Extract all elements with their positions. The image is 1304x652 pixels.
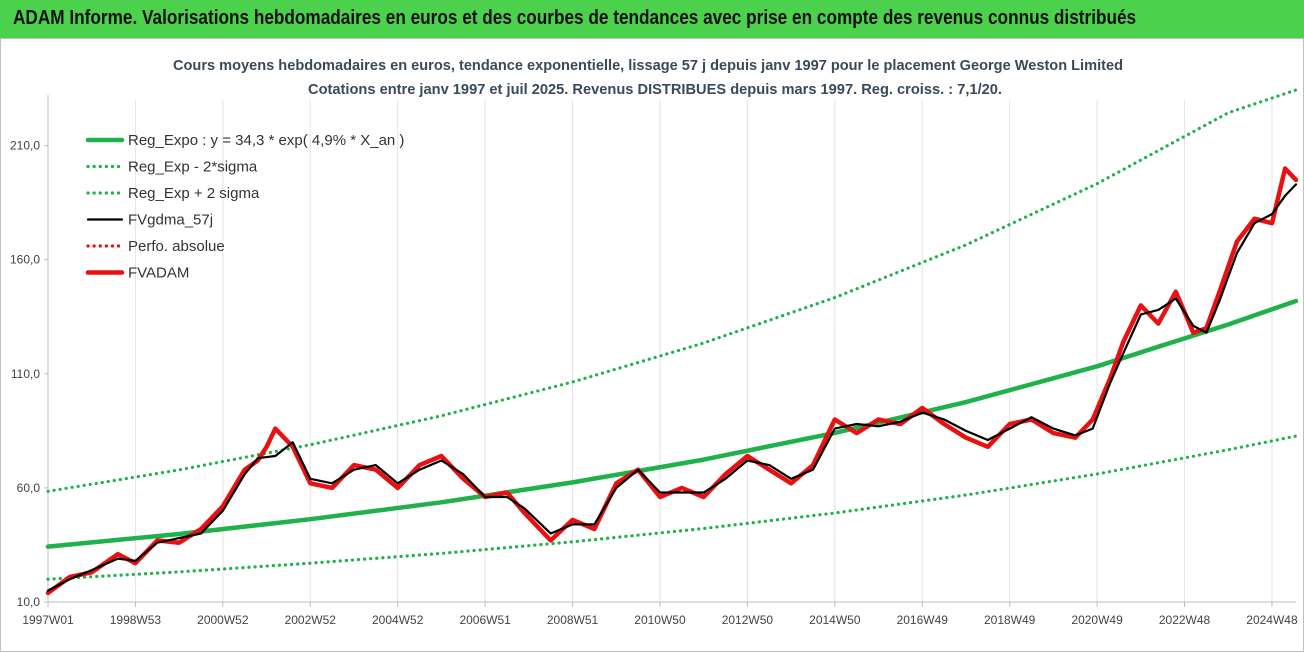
x-axis: 1997W01 1998W53 2000W52 2002W52 2004W52 2006W… (22, 601, 1298, 627)
x-tick-label: 1997W01 (22, 613, 74, 627)
legend-label: FVgdma_57j (128, 212, 213, 229)
y-axis: 10,0 60,0 110,0 160,0 210,0 (10, 95, 49, 609)
chart: Cours moyens hebdomadaires en euros, ten… (10, 57, 1299, 627)
x-tick-label: 2024W48 (1246, 613, 1298, 627)
x-tick-label: 2002W52 (285, 613, 337, 627)
chart-frame (0, 38, 1304, 652)
legend-label: Reg_Exp + 2 sigma (128, 185, 260, 202)
x-tick-label: 2006W51 (459, 613, 511, 627)
x-tick-label: 2012W50 (722, 613, 774, 627)
x-tick-label: 2010W50 (634, 613, 686, 627)
series-line-2 (46, 88, 1298, 493)
x-tick-label: 2004W52 (372, 613, 424, 627)
x-tick-label: 2018W49 (984, 613, 1036, 627)
x-tick-label: 2022W48 (1159, 613, 1211, 627)
x-tick-label: 2016W49 (897, 613, 949, 627)
x-tick-label: 2014W50 (809, 613, 861, 627)
legend-label: Reg_Expo : y = 34,3 * exp( 4,9% * X_an ) (128, 132, 404, 149)
report-title: ADAM Informe. Valorisations hebdomadaire… (13, 7, 1137, 29)
chart-title: Cours moyens hebdomadaires en euros, ten… (173, 57, 1123, 74)
x-tick-label: 2020W49 (1071, 613, 1123, 627)
series-line-0 (45, 298, 1299, 549)
legend: Reg_Expo : y = 34,3 * exp( 4,9% * X_an )… (85, 132, 404, 282)
legend-label: Perfo. absolue (128, 238, 225, 255)
y-tick-label: 60,0 (17, 481, 41, 495)
chart-subtitle: Cotations entre janv 1997 et juil 2025. … (308, 81, 1002, 98)
x-tick-label: 1998W53 (110, 613, 162, 627)
y-tick-label: 10,0 (17, 595, 41, 609)
x-tick-label: 2000W52 (197, 613, 249, 627)
series-lines (45, 88, 1299, 596)
header-bar: ADAM Informe. Valorisations hebdomadaire… (0, 0, 1304, 38)
y-tick-label: 110,0 (11, 367, 40, 381)
series-line-1 (46, 434, 1298, 581)
series-line-3 (46, 183, 1298, 592)
legend-label: FVADAM (128, 265, 189, 282)
y-tick-label: 160,0 (10, 253, 40, 267)
legend-label: Reg_Exp - 2*sigma (128, 159, 258, 176)
y-tick-label: 210,0 (10, 139, 40, 153)
x-tick-label: 2008W51 (547, 613, 599, 627)
